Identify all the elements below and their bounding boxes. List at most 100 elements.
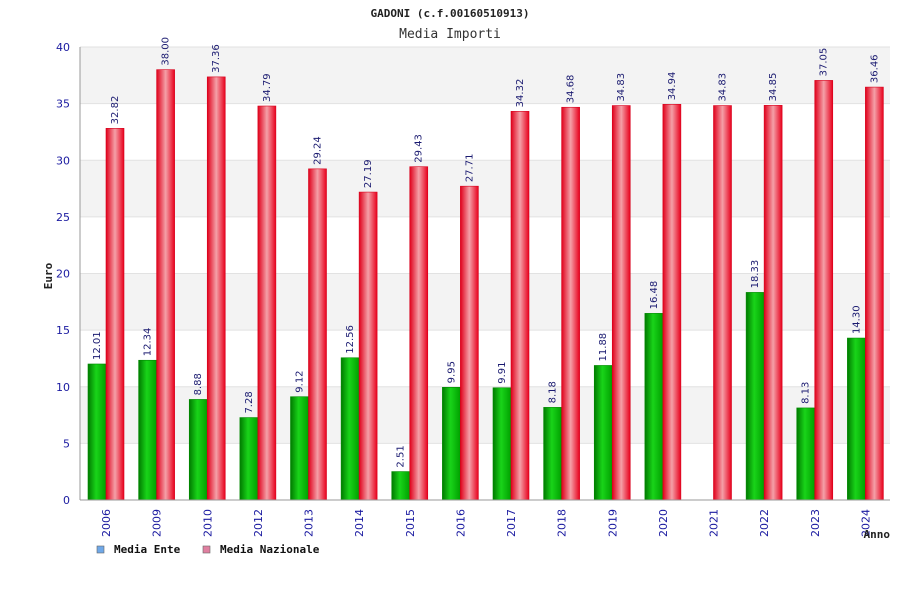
bar-media-nazionale <box>814 80 834 501</box>
x-tick-label: 2023 <box>809 509 822 537</box>
legend: Media Ente Media Nazionale <box>96 543 320 556</box>
bar-media-nazionale <box>105 128 125 501</box>
value-label: 34.68 <box>566 75 577 104</box>
bar-media-ente <box>492 387 512 501</box>
value-label: 12.34 <box>143 328 154 357</box>
x-axis-label: Anno <box>864 528 891 541</box>
x-tick-label: 2017 <box>505 509 518 537</box>
value-label: 34.79 <box>262 73 273 102</box>
bar-media-nazionale <box>308 168 327 501</box>
legend-swatch <box>202 545 211 554</box>
bar-media-nazionale <box>460 185 479 501</box>
bar-media-ente <box>391 471 411 501</box>
legend-label: Media Nazionale <box>220 543 320 556</box>
value-label: 34.83 <box>718 73 729 102</box>
bar-media-ente <box>87 363 107 501</box>
bar-media-ente <box>593 365 613 501</box>
bar-media-ente <box>340 357 360 501</box>
y-tick-label: 5 <box>63 437 70 450</box>
bar-media-ente <box>847 337 866 501</box>
value-label: 29.24 <box>313 136 324 165</box>
bar-media-nazionale <box>156 69 175 501</box>
value-label: 16.48 <box>649 281 660 310</box>
value-label: 12.56 <box>345 325 356 354</box>
bar-media-ente <box>644 313 664 501</box>
value-label: 34.83 <box>616 73 627 102</box>
x-tick-label: 2019 <box>606 509 619 537</box>
value-label: 34.94 <box>667 72 678 101</box>
chart-title: GADONI (c.f.00160510913) <box>371 7 530 20</box>
value-label: 37.05 <box>819 48 830 77</box>
bar-media-ente <box>745 292 765 501</box>
value-label: 32.82 <box>110 96 121 125</box>
bar-media-nazionale <box>409 166 429 501</box>
bar-media-nazionale <box>713 105 732 501</box>
legend-swatch <box>96 545 105 554</box>
bar-media-ente <box>442 387 461 501</box>
x-tick-label: 2006 <box>100 509 113 537</box>
value-label: 27.19 <box>363 159 374 188</box>
value-label: 9.95 <box>446 361 457 383</box>
bar-media-nazionale <box>510 111 530 501</box>
legend-label: Media Ente <box>114 543 181 556</box>
bar-media-ente <box>138 359 157 501</box>
value-label: 9.12 <box>295 370 306 392</box>
x-tick-label: 2009 <box>151 509 164 537</box>
x-tick-label: 2015 <box>404 509 417 537</box>
bar-media-nazionale <box>561 106 580 501</box>
value-label: 37.36 <box>211 44 222 73</box>
bars <box>87 69 884 501</box>
bar-media-nazionale <box>763 105 783 501</box>
value-label: 36.46 <box>869 54 880 83</box>
x-tick-label: 2013 <box>303 509 316 537</box>
value-label: 34.32 <box>515 79 526 108</box>
bar-media-ente <box>796 407 816 501</box>
bar-media-nazionale <box>206 76 226 501</box>
y-axis-label: Euro <box>42 262 55 289</box>
x-tick-label: 2020 <box>657 509 670 537</box>
y-tick-label: 30 <box>56 154 70 167</box>
bar-media-nazionale <box>358 191 378 501</box>
value-label: 8.13 <box>801 382 812 404</box>
value-label: 12.01 <box>92 331 103 360</box>
y-tick-label: 10 <box>56 381 70 394</box>
bar-media-nazionale <box>865 86 884 501</box>
bar-media-ente <box>188 399 208 501</box>
x-tick-label: 2016 <box>454 509 467 537</box>
y-tick-label: 20 <box>56 268 70 281</box>
y-axis-ticks: 0 5 10 15 20 25 30 35 40 <box>56 41 70 507</box>
x-tick-label: 2012 <box>252 509 265 537</box>
value-label: 27.71 <box>464 154 475 183</box>
value-label: 8.88 <box>193 373 204 395</box>
value-label: 2.51 <box>396 445 407 467</box>
bar-media-ente <box>239 417 259 501</box>
x-tick-label: 2018 <box>556 509 569 537</box>
value-label: 38.00 <box>161 37 172 66</box>
y-tick-label: 35 <box>56 98 70 111</box>
bar-media-ente <box>290 396 309 501</box>
y-tick-label: 15 <box>56 324 70 337</box>
x-tick-label: 2014 <box>353 509 366 537</box>
value-label: 18.33 <box>750 260 761 289</box>
value-label: 7.28 <box>244 391 255 413</box>
value-label: 29.43 <box>414 134 425 163</box>
bar-media-nazionale <box>662 104 682 501</box>
x-tick-label: 2021 <box>708 509 721 537</box>
value-label: 34.85 <box>768 73 779 102</box>
bar-media-nazionale <box>611 105 631 501</box>
chart-subtitle: Media Importi <box>399 27 501 42</box>
value-label: 9.91 <box>497 362 508 384</box>
value-label: 14.30 <box>851 305 862 334</box>
value-label: 8.18 <box>548 381 559 403</box>
bar-media-nazionale <box>257 105 277 501</box>
value-label: 11.88 <box>598 333 609 362</box>
x-tick-label: 2022 <box>758 509 771 537</box>
y-tick-label: 40 <box>56 41 70 54</box>
y-tick-label: 25 <box>56 211 70 224</box>
y-tick-label: 0 <box>63 494 70 507</box>
x-tick-label: 2024 <box>859 509 872 537</box>
x-tick-label: 2010 <box>201 509 214 537</box>
x-axis-ticks: 2006 2009 2010 2012 2013 2014 2015 2016 2017 2018… <box>100 509 872 537</box>
value-labels: 12.01 32.82 12.34 38.00 8.88 37.36 7.28 34.79 9.… <box>92 37 880 468</box>
